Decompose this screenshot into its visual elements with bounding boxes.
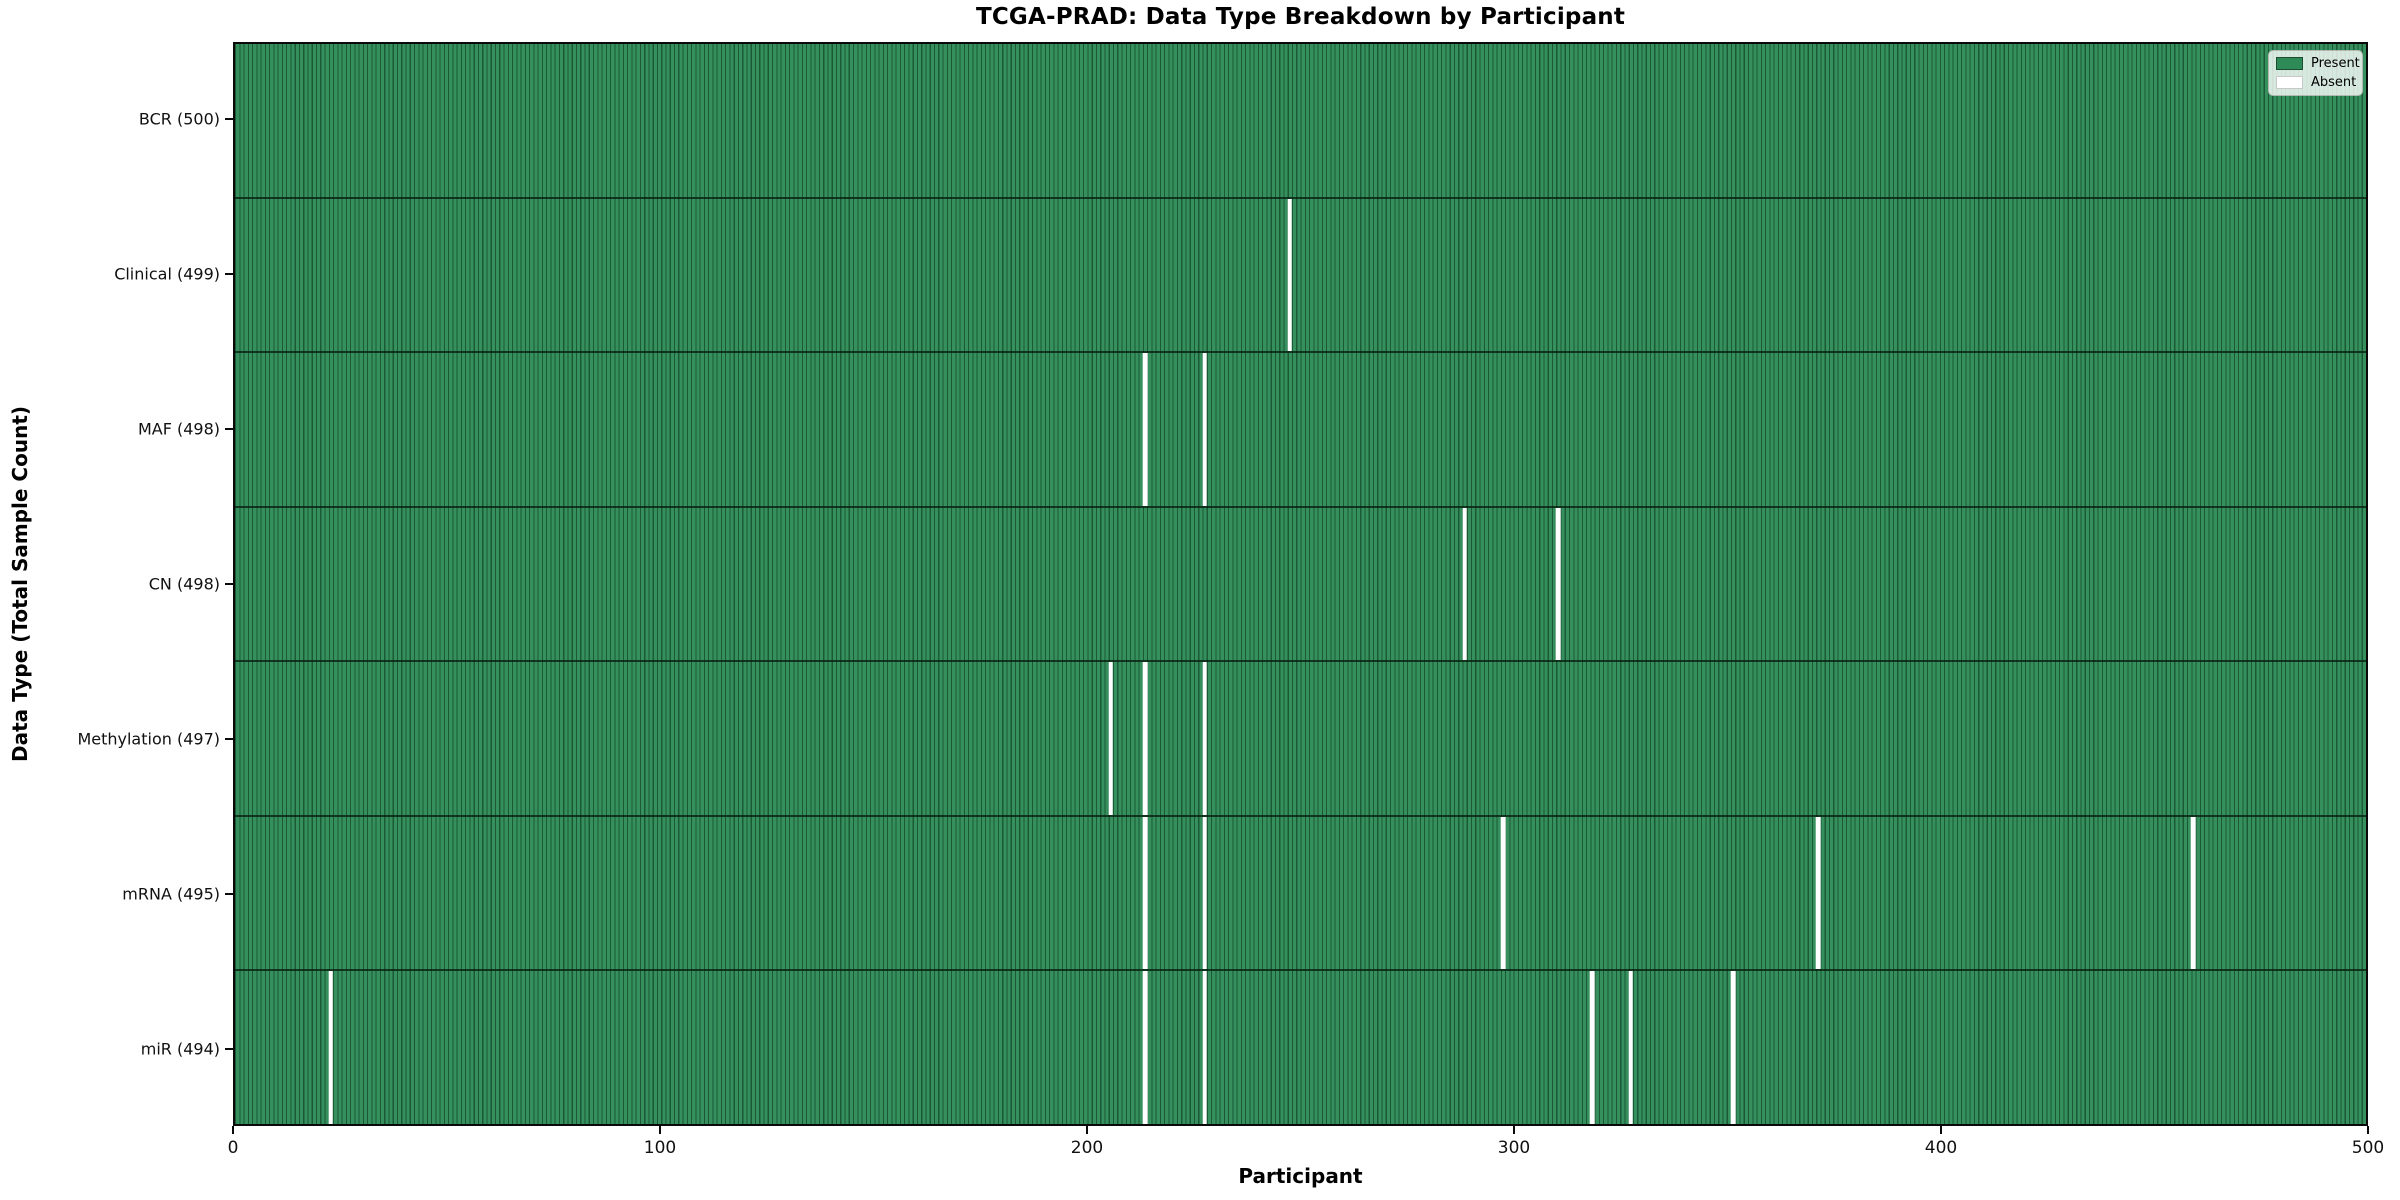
y-tick-mark <box>225 583 233 585</box>
absent-gap <box>1142 816 1148 970</box>
presence-row-Methylation <box>235 662 2366 817</box>
y-tick-mark <box>225 118 233 121</box>
absent-gap <box>1816 816 1821 970</box>
legend-absent-label: Absent <box>2311 75 2357 90</box>
y-tick-mark <box>225 737 233 740</box>
absent-gap <box>1462 507 1467 661</box>
x-tick-label: 100 <box>643 1138 677 1158</box>
absent-gap <box>1142 662 1148 815</box>
legend-absent-swatch-icon <box>2276 76 2303 89</box>
absent-gap <box>1142 971 1148 1125</box>
absent-gap <box>1142 353 1148 506</box>
absent-gap <box>1556 507 1561 661</box>
x-tick-mark <box>232 1126 234 1134</box>
y-tick-mark <box>225 892 233 895</box>
x-tick-label: 0 <box>227 1138 239 1158</box>
presence-row-Clinical <box>235 198 2366 354</box>
x-axis-label: Participant <box>1238 1164 1363 1188</box>
x-tick-label: 300 <box>1497 1138 1531 1158</box>
presence-row-BCR <box>235 44 2366 199</box>
legend: Present Absent <box>2268 50 2363 96</box>
x-tick-mark <box>2367 1126 2369 1134</box>
x-tick-label: 200 <box>1070 1138 1104 1158</box>
absent-gap <box>1730 971 1736 1125</box>
y-tick-label: mRNA (495) <box>122 884 220 904</box>
legend-present-swatch-icon <box>2276 57 2303 70</box>
presence-row-MAF <box>235 353 2366 508</box>
presence-row-miR <box>235 971 2366 1125</box>
x-tick-mark <box>659 1126 661 1134</box>
y-tick-label: MAF (498) <box>137 419 220 439</box>
presence-row-CN <box>235 507 2366 663</box>
y-tick-mark <box>225 273 233 276</box>
absent-gap <box>2191 816 2196 970</box>
chart-title: TCGA-PRAD: Data Type Breakdown by Partic… <box>975 4 1626 30</box>
absent-gap <box>1202 353 1207 506</box>
absent-gap <box>1202 971 1207 1125</box>
y-axis-label-wrap: Data Type (Total Sample Count) <box>0 42 40 1126</box>
legend-present-label: Present <box>2311 56 2360 71</box>
absent-gap <box>1287 198 1293 352</box>
y-tick-label: Methylation (497) <box>77 729 220 749</box>
x-tick-mark <box>1086 1126 1088 1134</box>
x-tick-mark <box>1513 1126 1515 1134</box>
y-tick-label: CN (498) <box>148 574 220 594</box>
plot-area <box>233 42 2368 1126</box>
absent-gap <box>1202 662 1207 815</box>
legend-item-absent: Absent <box>2276 75 2357 90</box>
x-tick-mark <box>1940 1126 1942 1134</box>
presence-row-mRNA <box>235 816 2366 972</box>
y-tick-mark <box>225 428 233 431</box>
x-tick-label: 400 <box>1924 1138 1958 1158</box>
y-axis-label: Data Type (Total Sample Count) <box>8 405 32 763</box>
absent-gap <box>1590 971 1595 1125</box>
absent-gap <box>1628 971 1634 1125</box>
y-tick-label: miR (494) <box>140 1039 220 1059</box>
y-tick-label: Clinical (499) <box>114 264 220 284</box>
absent-gap <box>328 971 334 1125</box>
absent-gap <box>1500 816 1506 970</box>
legend-item-present: Present <box>2276 56 2360 71</box>
y-tick-mark <box>225 1047 233 1050</box>
absent-gap <box>1108 662 1114 815</box>
x-tick-label: 500 <box>2351 1138 2385 1158</box>
y-tick-label: BCR (500) <box>138 109 220 129</box>
absent-gap <box>1202 816 1207 970</box>
